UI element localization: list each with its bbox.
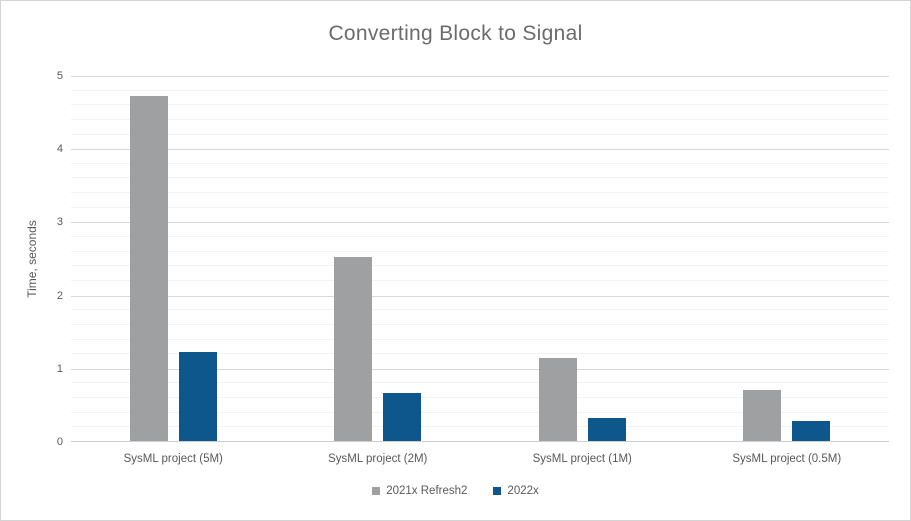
bar-2022x [178,352,217,441]
minor-gridline [71,353,889,355]
legend-label: 2022x [507,485,539,497]
legend-swatch-icon [493,487,502,495]
x-axis-line [71,441,889,442]
minor-gridline [71,162,889,164]
major-gridline [71,149,889,151]
minor-gridline [71,104,889,106]
minor-gridline [71,309,889,311]
legend-item-2021x-refresh2: 2021x Refresh2 [372,485,467,497]
bar-2021x-refresh2 [129,96,168,441]
minor-gridline [71,250,889,252]
minor-gridline [71,118,889,120]
minor-gridline [71,426,889,428]
major-gridline [71,368,889,370]
minor-gridline [71,265,889,267]
legend-label: 2021x Refresh2 [386,485,468,497]
bar-2021x-refresh2 [743,389,782,441]
x-category-label: SysML project (5M) [123,453,223,465]
y-tick-label: 0 [56,436,63,448]
bar-2021x-refresh2 [538,357,577,441]
minor-gridline [71,279,889,281]
y-axis-title: Time, seconds [25,220,39,298]
y-tick-label: 1 [56,362,63,375]
minor-gridline [71,206,889,208]
plot-area [71,76,889,442]
minor-gridline [71,192,889,194]
y-tick-label: 2 [56,289,63,302]
minor-gridline [71,133,889,135]
bar-2022x [383,393,422,441]
major-gridline [71,295,889,297]
minor-gridline [71,397,889,399]
y-tick-label: 3 [56,216,63,229]
x-category-label: SysML project (0.5M) [732,453,842,465]
legend-item-2022x: 2022x [493,485,539,497]
minor-gridline [71,411,889,413]
y-tick-label: 5 [56,70,63,82]
bar-2021x-refresh2 [334,257,373,441]
x-category-label: SysML project (2M) [328,453,428,465]
minor-gridline [71,236,889,238]
minor-gridline [71,323,889,325]
chart-title: Converting Block to Signal [328,22,583,45]
minor-gridline [71,177,889,179]
legend-swatch-icon [372,487,381,495]
x-category-label: SysML project (1M) [532,453,632,465]
legend: 2021x Refresh2 2022x [1,485,910,497]
minor-gridline [71,382,889,384]
major-gridline [71,222,889,224]
minor-gridline [71,338,889,340]
bar-2022x [587,418,626,441]
major-gridline [71,76,889,77]
y-tick-label: 4 [56,143,63,156]
minor-gridline [71,89,889,91]
bar-2022x [792,421,831,441]
